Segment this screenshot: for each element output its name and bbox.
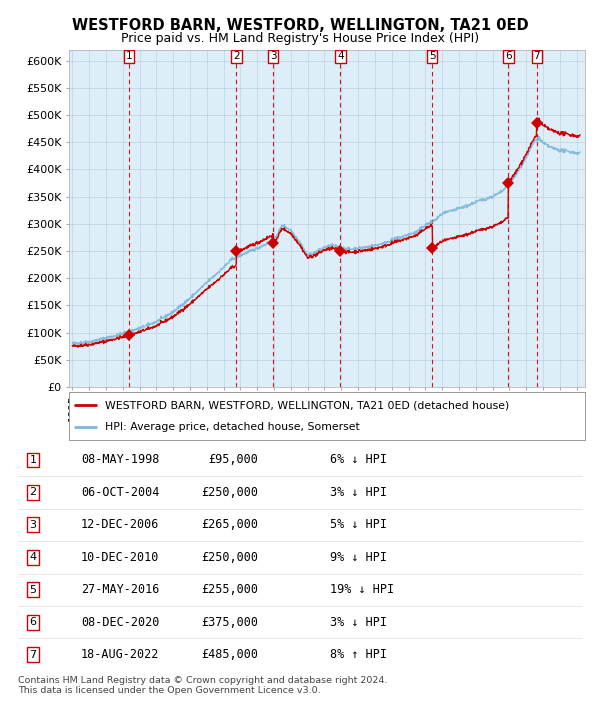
Text: 08-MAY-1998: 08-MAY-1998 <box>81 454 160 466</box>
Text: Price paid vs. HM Land Registry's House Price Index (HPI): Price paid vs. HM Land Registry's House … <box>121 32 479 45</box>
Text: WESTFORD BARN, WESTFORD, WELLINGTON, TA21 0ED: WESTFORD BARN, WESTFORD, WELLINGTON, TA2… <box>71 18 529 33</box>
Text: 4: 4 <box>337 51 344 61</box>
Text: 06-OCT-2004: 06-OCT-2004 <box>81 486 160 499</box>
Text: £250,000: £250,000 <box>201 551 258 564</box>
Text: 2: 2 <box>233 51 240 61</box>
Text: 08-DEC-2020: 08-DEC-2020 <box>81 616 160 629</box>
Text: Contains HM Land Registry data © Crown copyright and database right 2024.
This d: Contains HM Land Registry data © Crown c… <box>18 676 388 695</box>
Text: 5% ↓ HPI: 5% ↓ HPI <box>330 518 387 531</box>
Text: 7: 7 <box>533 51 540 61</box>
Text: 6: 6 <box>29 617 37 627</box>
Text: 3% ↓ HPI: 3% ↓ HPI <box>330 616 387 629</box>
Text: £265,000: £265,000 <box>201 518 258 531</box>
Text: 5: 5 <box>429 51 436 61</box>
Text: 7: 7 <box>29 650 37 660</box>
Text: £95,000: £95,000 <box>208 454 258 466</box>
Text: 3: 3 <box>270 51 277 61</box>
Text: 18-AUG-2022: 18-AUG-2022 <box>81 648 160 661</box>
Text: 2: 2 <box>29 488 37 498</box>
Text: 10-DEC-2010: 10-DEC-2010 <box>81 551 160 564</box>
Text: 1: 1 <box>125 51 132 61</box>
Text: £375,000: £375,000 <box>201 616 258 629</box>
Text: HPI: Average price, detached house, Somerset: HPI: Average price, detached house, Some… <box>105 422 360 432</box>
Text: 9% ↓ HPI: 9% ↓ HPI <box>330 551 387 564</box>
Text: 3% ↓ HPI: 3% ↓ HPI <box>330 486 387 499</box>
Text: 6% ↓ HPI: 6% ↓ HPI <box>330 454 387 466</box>
Text: £250,000: £250,000 <box>201 486 258 499</box>
Text: WESTFORD BARN, WESTFORD, WELLINGTON, TA21 0ED (detached house): WESTFORD BARN, WESTFORD, WELLINGTON, TA2… <box>105 400 509 410</box>
Text: 8% ↑ HPI: 8% ↑ HPI <box>330 648 387 661</box>
Text: £255,000: £255,000 <box>201 584 258 596</box>
Text: 5: 5 <box>29 585 37 595</box>
Text: 4: 4 <box>29 552 37 562</box>
Text: 12-DEC-2006: 12-DEC-2006 <box>81 518 160 531</box>
Text: £485,000: £485,000 <box>201 648 258 661</box>
Text: 1: 1 <box>29 455 37 465</box>
Text: 27-MAY-2016: 27-MAY-2016 <box>81 584 160 596</box>
Text: 6: 6 <box>505 51 512 61</box>
Text: 19% ↓ HPI: 19% ↓ HPI <box>330 584 394 596</box>
Text: 3: 3 <box>29 520 37 530</box>
